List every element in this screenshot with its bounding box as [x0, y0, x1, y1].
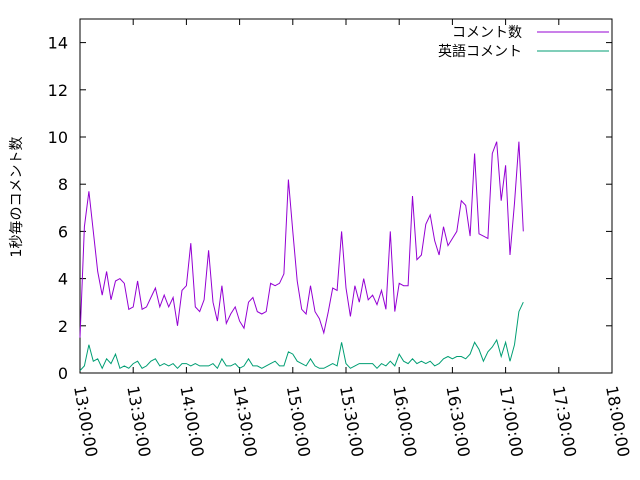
- y-tick-label: 6: [58, 222, 68, 241]
- y-tick-label: 8: [58, 175, 68, 194]
- legend-label-2: 英語コメント: [438, 43, 522, 60]
- x-tick-label: 16:30:00: [442, 384, 473, 458]
- x-tick-label: 13:00:00: [70, 384, 101, 458]
- x-tick-label: 18:00:00: [602, 384, 633, 458]
- series-line-1: [79, 141, 524, 338]
- plot-border: [79, 18, 613, 374]
- y-tick-label: 12: [48, 81, 68, 100]
- axes: [79, 18, 613, 374]
- x-tick-label: 17:30:00: [549, 384, 580, 458]
- y-ticks: 0 2 4 6 8 10 12 14: [48, 34, 612, 383]
- y-tick-label: 0: [58, 364, 68, 383]
- x-ticks: 13:00:00 13:30:00 14:00:00 14:30:00 15:00:00…: [70, 19, 633, 458]
- series-line-2: [79, 301, 524, 371]
- series-lines: [79, 141, 524, 371]
- x-tick-label: 14:30:00: [230, 384, 261, 458]
- y-tick-label: 4: [58, 270, 68, 289]
- y-tick-label: 10: [48, 128, 68, 147]
- legend-label-1: コメント数: [452, 25, 522, 41]
- x-tick-label: 16:00:00: [389, 384, 420, 458]
- x-tick-label: 13:30:00: [123, 384, 154, 458]
- y-axis-label: 1秒毎のコメント数: [9, 137, 25, 258]
- y-tick-label: 2: [58, 317, 68, 336]
- x-tick-label: 15:00:00: [283, 384, 314, 458]
- x-tick-label: 14:00:00: [176, 384, 207, 458]
- y-tick-label: 14: [48, 34, 68, 53]
- x-tick-label: 17:00:00: [496, 384, 527, 458]
- x-tick-label: 15:30:00: [336, 384, 367, 458]
